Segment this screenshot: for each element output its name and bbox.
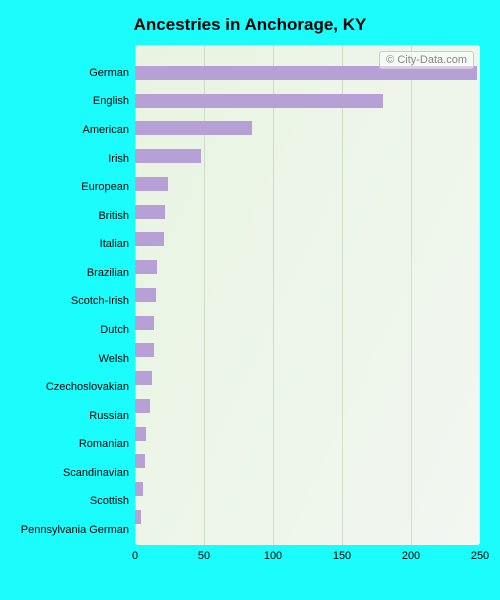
y-label: Czechoslovakian: [15, 382, 135, 393]
y-label: European: [15, 182, 135, 193]
bars-wrap: [135, 45, 480, 545]
bar: [135, 482, 143, 496]
bar-row: [135, 205, 480, 219]
y-label: Irish: [15, 154, 135, 165]
bar-row: [135, 482, 480, 496]
y-label: Welsh: [15, 354, 135, 365]
y-label: Scandinavian: [15, 468, 135, 479]
x-tick-label: 150: [333, 550, 351, 562]
bar: [135, 343, 154, 357]
bar: [135, 510, 141, 524]
bar-row: [135, 232, 480, 246]
x-tick-label: 200: [402, 550, 420, 562]
y-label: Brazilian: [15, 268, 135, 279]
page-background: Ancestries in Anchorage, KY German Englis…: [0, 0, 500, 600]
chart-container: German English American Irish European Britis…: [15, 45, 485, 585]
y-label: Pennsylvania German: [15, 525, 135, 536]
plot-area: © City-Data.com: [135, 45, 480, 545]
y-label: Russian: [15, 411, 135, 422]
y-label: American: [15, 125, 135, 136]
bar-row: [135, 510, 480, 524]
bar: [135, 288, 156, 302]
bar: [135, 454, 145, 468]
bar: [135, 399, 150, 413]
bar-row: [135, 260, 480, 274]
x-tick-label: 50: [198, 550, 210, 562]
y-label: English: [15, 96, 135, 107]
bar: [135, 121, 252, 135]
x-tick-label: 250: [471, 550, 489, 562]
watermark-badge: © City-Data.com: [379, 51, 474, 69]
bar-row: [135, 94, 480, 108]
bar: [135, 177, 168, 191]
bar-row: [135, 149, 480, 163]
bar: [135, 205, 165, 219]
bar-row: [135, 343, 480, 357]
bar: [135, 94, 383, 108]
y-label: Italian: [15, 239, 135, 250]
y-label: Romanian: [15, 439, 135, 450]
x-tick-label: 0: [132, 550, 138, 562]
x-tick-label: 100: [264, 550, 282, 562]
chart-title: Ancestries in Anchorage, KY: [10, 15, 490, 35]
y-label: British: [15, 211, 135, 222]
bar: [135, 232, 164, 246]
bar: [135, 260, 157, 274]
bar: [135, 427, 146, 441]
bar: [135, 371, 152, 385]
y-axis-labels: German English American Irish European Britis…: [15, 59, 135, 545]
bar-row: [135, 177, 480, 191]
bar-row: [135, 316, 480, 330]
bar-row: [135, 399, 480, 413]
bar-row: [135, 454, 480, 468]
bar-row: [135, 371, 480, 385]
bar: [135, 316, 154, 330]
y-label: Dutch: [15, 325, 135, 336]
x-axis: 050100150200250: [135, 545, 480, 585]
y-label: German: [15, 68, 135, 79]
bar: [135, 149, 201, 163]
y-label: Scottish: [15, 496, 135, 507]
bar-row: [135, 427, 480, 441]
y-label: Scotch-Irish: [15, 296, 135, 307]
bar-row: [135, 121, 480, 135]
bar-row: [135, 288, 480, 302]
